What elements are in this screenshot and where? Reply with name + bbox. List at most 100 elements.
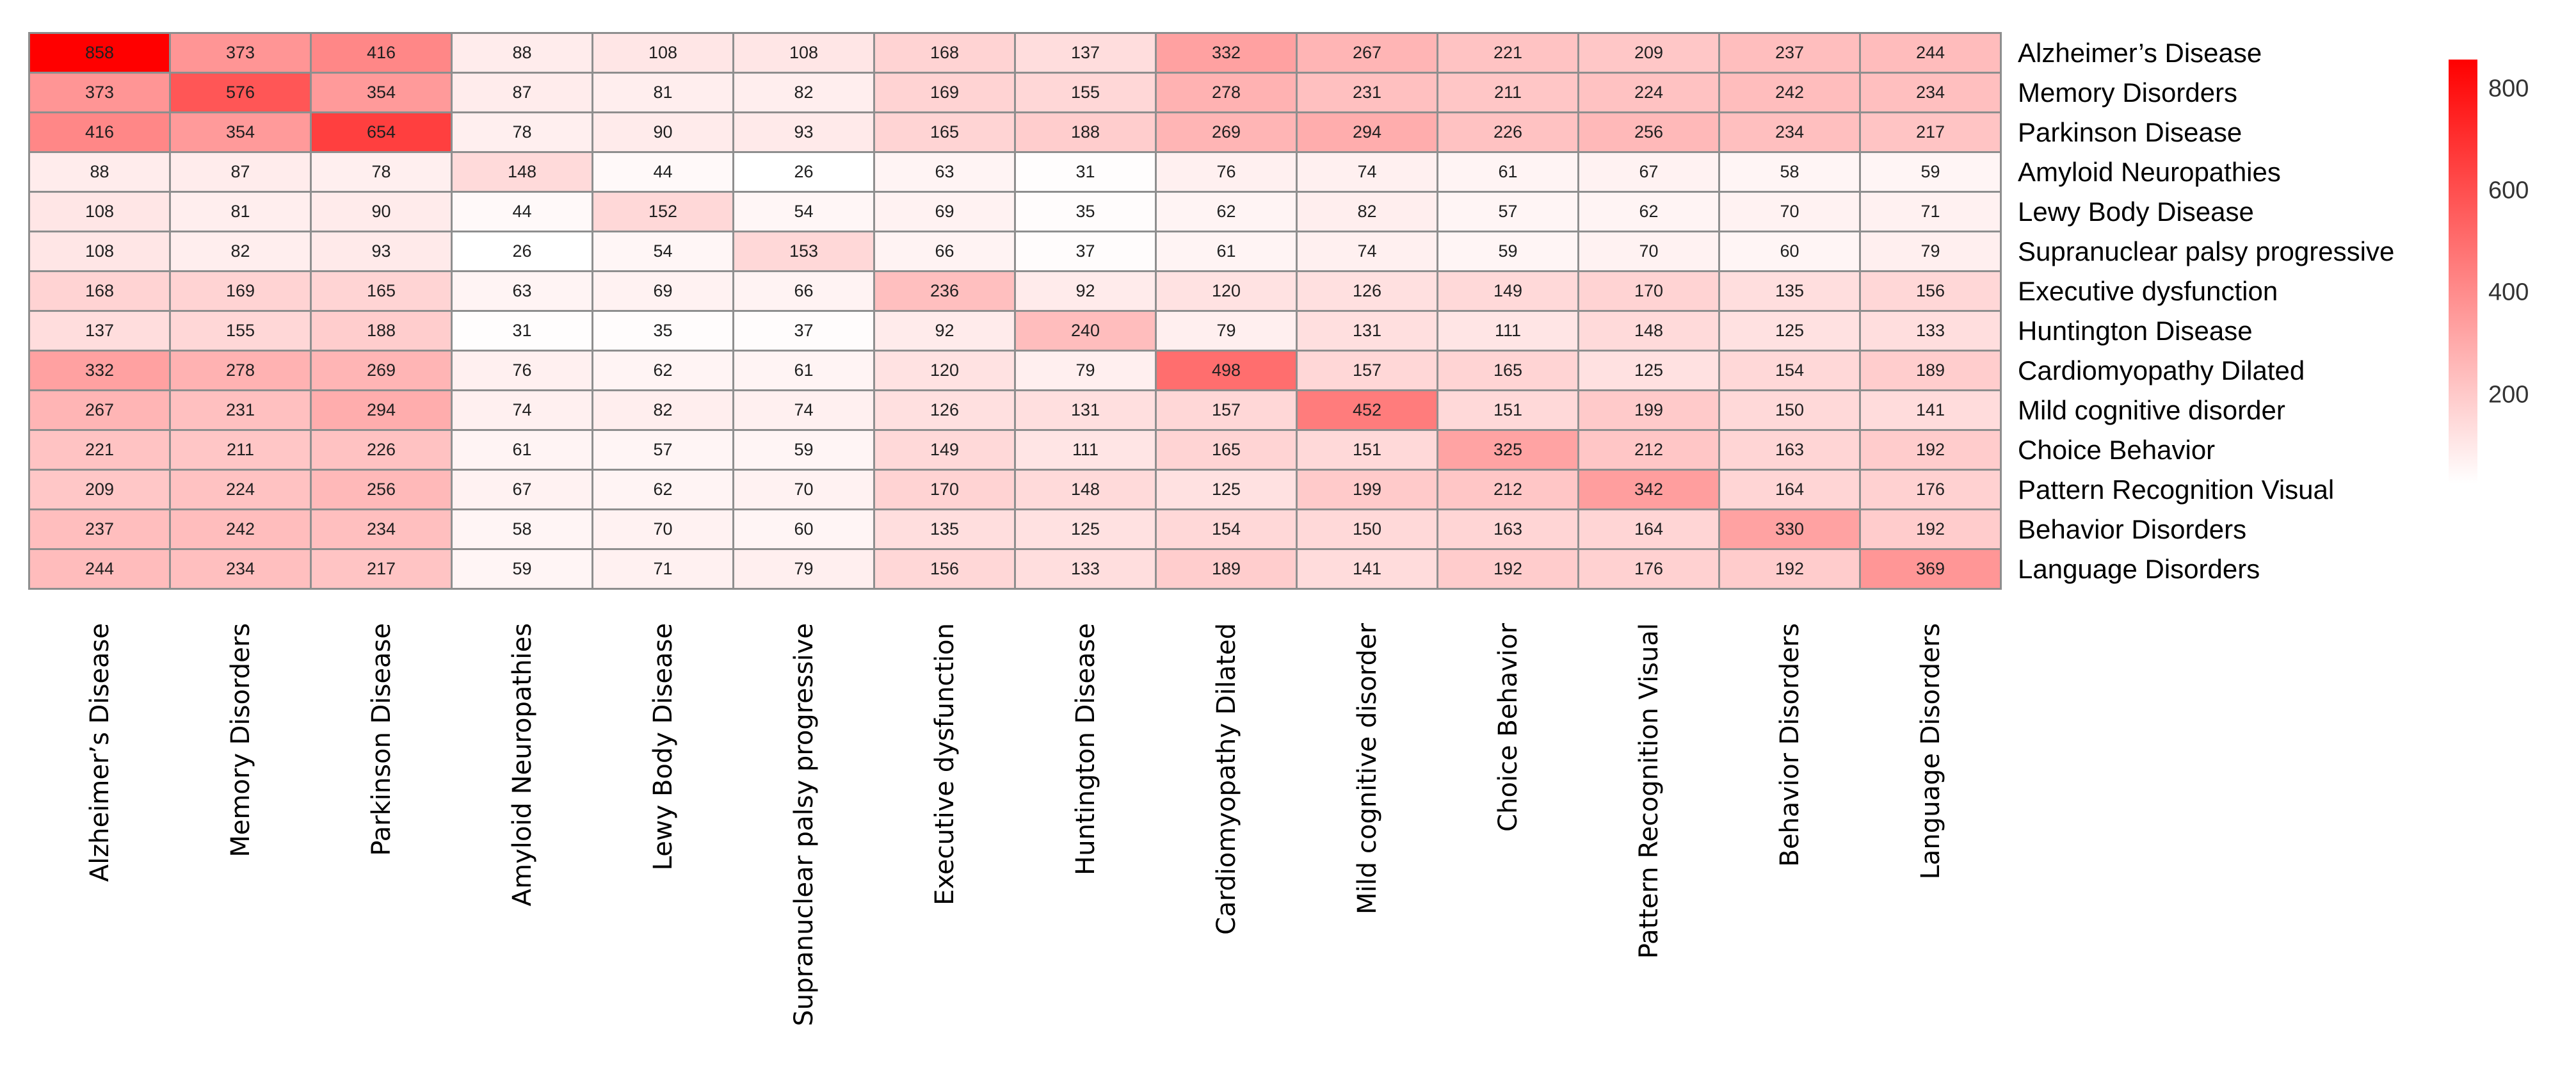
heatmap-cell-r11-c2: 256 bbox=[312, 471, 451, 508]
heatmap-cell-r7-c9: 131 bbox=[1298, 312, 1437, 350]
heatmap-cell-r0-c11: 209 bbox=[1579, 34, 1718, 72]
heatmap-cell-r9-c11: 199 bbox=[1579, 391, 1718, 429]
heatmap-cell-r11-c11: 342 bbox=[1579, 471, 1718, 508]
heatmap-cell-r10-c10: 325 bbox=[1438, 431, 1577, 469]
heatmap-cell-r1-c10: 211 bbox=[1438, 74, 1577, 111]
heatmap-cell-r5-c10: 59 bbox=[1438, 232, 1577, 270]
row-label-10: Choice Behavior bbox=[2018, 435, 2216, 465]
column-label-7: Huntington Disease bbox=[1070, 623, 1100, 875]
heatmap-cell-r5-c8: 61 bbox=[1157, 232, 1296, 270]
heatmap-cell-r7-c3: 31 bbox=[453, 312, 592, 350]
row-label-2: Parkinson Disease bbox=[2018, 117, 2242, 147]
heatmap-cell-r4-c2: 90 bbox=[312, 193, 451, 231]
column-label-slot-11: Pattern Recognition Visual bbox=[1579, 623, 1718, 959]
heatmap-cell-r10-c0: 221 bbox=[30, 431, 169, 469]
heatmap-cell-r13-c3: 59 bbox=[453, 550, 592, 588]
heatmap-cell-r8-c10: 165 bbox=[1438, 352, 1577, 389]
heatmap-cell-r13-c10: 192 bbox=[1438, 550, 1577, 588]
heatmap-cell-r3-c6: 63 bbox=[875, 153, 1014, 191]
heatmap-cell-r0-c6: 168 bbox=[875, 34, 1014, 72]
heatmap-cell-r8-c5: 61 bbox=[734, 352, 873, 389]
heatmap-cell-r10-c5: 59 bbox=[734, 431, 873, 469]
column-label-slot-5: Supranuclear palsy progressive bbox=[734, 623, 873, 1026]
heatmap-cell-r0-c13: 244 bbox=[1861, 34, 2000, 72]
heatmap-cell-r13-c13: 369 bbox=[1861, 550, 2000, 588]
heatmap-cell-r3-c4: 44 bbox=[593, 153, 732, 191]
column-label-8: Cardiomyopathy Dilated bbox=[1211, 623, 1241, 935]
heatmap-cell-r5-c12: 60 bbox=[1720, 232, 1859, 270]
heatmap-cell-r10-c6: 149 bbox=[875, 431, 1014, 469]
column-label-slot-3: Amyloid Neuropathies bbox=[453, 623, 592, 906]
column-label-slot-2: Parkinson Disease bbox=[312, 623, 451, 856]
row-label-3: Amyloid Neuropathies bbox=[2018, 157, 2281, 187]
column-label-3: Amyloid Neuropathies bbox=[507, 623, 537, 907]
heatmap-cell-r4-c6: 69 bbox=[875, 193, 1014, 231]
heatmap-cell-r11-c8: 125 bbox=[1157, 471, 1296, 508]
heatmap-cell-r9-c1: 231 bbox=[171, 391, 310, 429]
heatmap-cell-r7-c5: 37 bbox=[734, 312, 873, 350]
heatmap-cell-r0-c7: 137 bbox=[1016, 34, 1155, 72]
row-labels: Alzheimer’s Disease Memory Disorders Parki… bbox=[2018, 34, 2394, 590]
heatmap-cell-r1-c7: 155 bbox=[1016, 74, 1155, 111]
heatmap-cell-r11-c1: 224 bbox=[171, 471, 310, 508]
heatmap-cell-r12-c9: 150 bbox=[1298, 510, 1437, 548]
heatmap-cell-r5-c1: 82 bbox=[171, 232, 310, 270]
heatmap-cell-r1-c8: 278 bbox=[1157, 74, 1296, 111]
heatmap-cell-r13-c2: 217 bbox=[312, 550, 451, 588]
heatmap-cell-r7-c12: 125 bbox=[1720, 312, 1859, 350]
heatmap-cell-r9-c8: 157 bbox=[1157, 391, 1296, 429]
row-label-11: Pattern Recognition Visual bbox=[2018, 475, 2335, 505]
heatmap-cell-r1-c4: 81 bbox=[593, 74, 732, 111]
heatmap-cell-r10-c11: 212 bbox=[1579, 431, 1718, 469]
heatmap-cell-r13-c8: 189 bbox=[1157, 550, 1296, 588]
heatmap-cell-r12-c0: 237 bbox=[30, 510, 169, 548]
heatmap-cell-r7-c6: 92 bbox=[875, 312, 1014, 350]
colorbar-tick-800: 800 bbox=[2488, 75, 2529, 102]
heatmap-cell-r12-c13: 192 bbox=[1861, 510, 2000, 548]
heatmap-cell-r10-c1: 211 bbox=[171, 431, 310, 469]
heatmap-cell-r10-c12: 163 bbox=[1720, 431, 1859, 469]
heatmap-cell-r6-c4: 69 bbox=[593, 272, 732, 310]
heatmap-cell-r10-c3: 61 bbox=[453, 431, 592, 469]
heatmap-cell-r4-c12: 70 bbox=[1720, 193, 1859, 231]
heatmap-cell-r1-c12: 242 bbox=[1720, 74, 1859, 111]
row-label-0: Alzheimer’s Disease bbox=[2018, 38, 2262, 68]
heatmap-cell-r6-c8: 120 bbox=[1157, 272, 1296, 310]
heatmap-cell-r2-c5: 93 bbox=[734, 113, 873, 151]
heatmap-cell-r10-c2: 226 bbox=[312, 431, 451, 469]
heatmap-cell-r2-c4: 90 bbox=[593, 113, 732, 151]
heatmap-cell-r11-c6: 170 bbox=[875, 471, 1014, 508]
heatmap-cell-r6-c9: 126 bbox=[1298, 272, 1437, 310]
heatmap-cell-r10-c7: 111 bbox=[1016, 431, 1155, 469]
heatmap-cell-r13-c12: 192 bbox=[1720, 550, 1859, 588]
heatmap-cell-r1-c11: 224 bbox=[1579, 74, 1718, 111]
row-label-1: Memory Disorders bbox=[2018, 77, 2238, 108]
heatmap-cell-r6-c6: 236 bbox=[875, 272, 1014, 310]
heatmap-cell-r12-c2: 234 bbox=[312, 510, 451, 548]
column-labels: Alzheimer’s Disease Memory Disorders Parki… bbox=[30, 623, 2000, 1026]
heatmap-cell-r0-c8: 332 bbox=[1157, 34, 1296, 72]
heatmap-cell-r6-c2: 165 bbox=[312, 272, 451, 310]
heatmap-cell-r1-c1: 576 bbox=[171, 74, 310, 111]
heatmap-cell-r11-c10: 212 bbox=[1438, 471, 1577, 508]
heatmap-cell-r7-c4: 35 bbox=[593, 312, 732, 350]
heatmap-cell-r10-c9: 151 bbox=[1298, 431, 1437, 469]
heatmap-cell-r9-c0: 267 bbox=[30, 391, 169, 429]
column-label-slot-6: Executive dysfunction bbox=[875, 623, 1014, 905]
heatmap-cell-r3-c11: 67 bbox=[1579, 153, 1718, 191]
heatmap-cell-r0-c5: 108 bbox=[734, 34, 873, 72]
heatmap-cell-r13-c4: 71 bbox=[593, 550, 732, 588]
heatmap-cell-r3-c13: 59 bbox=[1861, 153, 2000, 191]
heatmap-cell-r9-c12: 150 bbox=[1720, 391, 1859, 429]
row-label-4: Lewy Body Disease bbox=[2018, 197, 2254, 227]
heatmap-cell-r9-c9: 452 bbox=[1298, 391, 1437, 429]
heatmap-cell-r4-c8: 62 bbox=[1157, 193, 1296, 231]
heatmap-cell-r2-c7: 188 bbox=[1016, 113, 1155, 151]
heatmap-cell-r7-c1: 155 bbox=[171, 312, 310, 350]
heatmap-cell-r7-c0: 137 bbox=[30, 312, 169, 350]
heatmap-cell-r8-c7: 79 bbox=[1016, 352, 1155, 389]
heatmap-cell-r7-c13: 133 bbox=[1861, 312, 2000, 350]
heatmap-cell-r7-c10: 111 bbox=[1438, 312, 1577, 350]
heatmap-cell-r4-c10: 57 bbox=[1438, 193, 1577, 231]
column-label-slot-7: Huntington Disease bbox=[1016, 623, 1155, 875]
